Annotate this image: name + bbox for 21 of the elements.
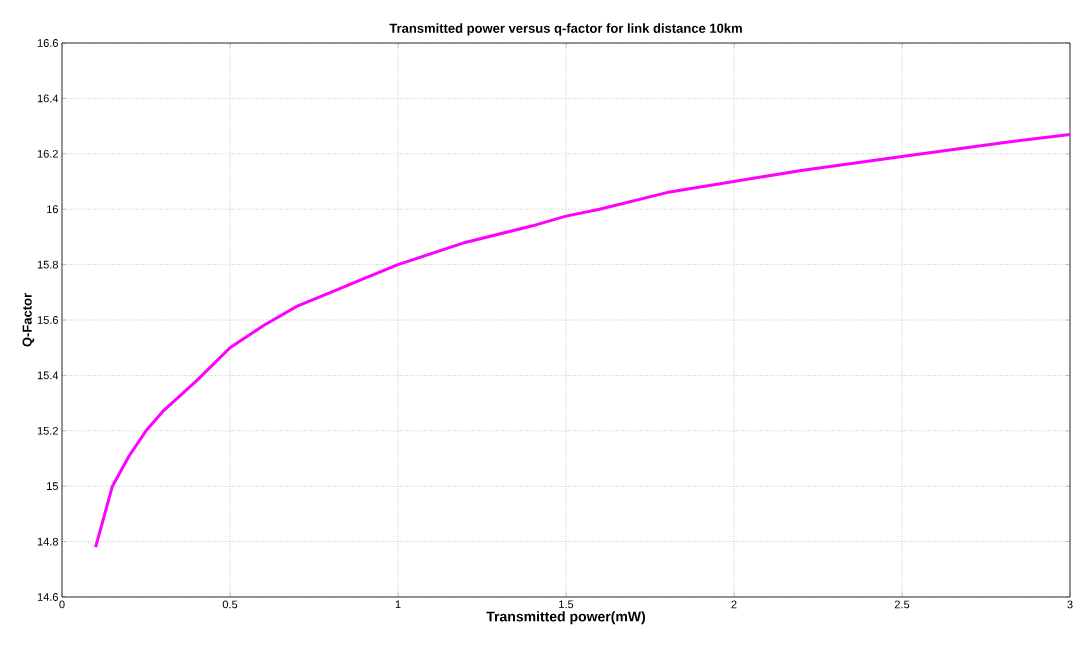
- y-tick-label: 15.6: [37, 316, 58, 324]
- y-tick-label: 14.8: [37, 537, 58, 546]
- y-tick-label: 15.4: [37, 371, 59, 380]
- y-tick-label: 16.2: [37, 149, 58, 158]
- y-tick-label: 15: [47, 482, 58, 491]
- x-tick-label: 2.5: [894, 600, 910, 609]
- x-tick-label: 0: [59, 600, 65, 609]
- x-tick-label: 2: [731, 600, 737, 609]
- y-tick-label: 14.6: [37, 593, 58, 601]
- y-tick-label: 16: [47, 205, 58, 214]
- x-tick-label: 1: [395, 600, 401, 609]
- x-tick-label: 1.5: [559, 600, 574, 609]
- x-tick-label: 3: [1067, 600, 1073, 609]
- y-tick-label: 16.6: [37, 39, 58, 47]
- y-axis-title: Q-Factor: [22, 293, 35, 347]
- x-axis-title: Transmitted power(mW): [486, 611, 646, 625]
- chart-title: Transmitted power versus q-factor for link distance 10km: [389, 23, 742, 36]
- y-tick-label: 15.8: [37, 260, 58, 269]
- y-tick-label: 16.4: [37, 94, 59, 103]
- y-tick-label: 15.2: [37, 426, 58, 435]
- x-tick-label: 0.5: [222, 600, 238, 609]
